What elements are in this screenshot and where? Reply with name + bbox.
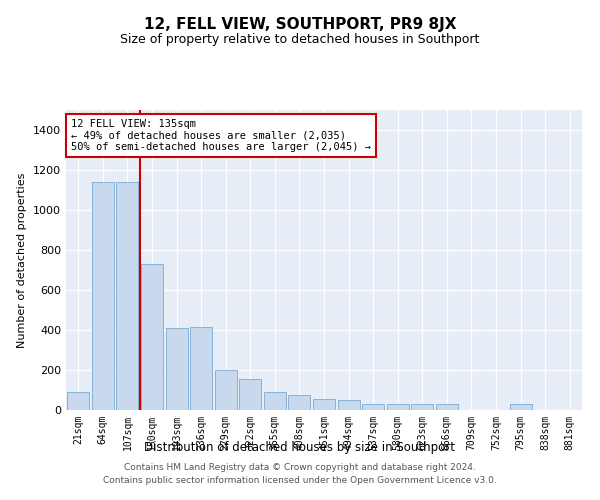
Text: Distribution of detached houses by size in Southport: Distribution of detached houses by size … — [145, 441, 455, 454]
Bar — [92, 182, 114, 410]
Text: 12 FELL VIEW: 135sqm
← 49% of detached houses are smaller (2,035)
50% of semi-de: 12 FELL VIEW: 135sqm ← 49% of detached h… — [71, 119, 371, 152]
Bar — [289, 395, 310, 410]
Bar — [190, 327, 212, 410]
Bar — [166, 328, 188, 410]
Text: Contains HM Land Registry data © Crown copyright and database right 2024.
Contai: Contains HM Land Registry data © Crown c… — [103, 464, 497, 485]
Text: 12, FELL VIEW, SOUTHPORT, PR9 8JX: 12, FELL VIEW, SOUTHPORT, PR9 8JX — [144, 18, 456, 32]
Bar — [239, 379, 262, 410]
Bar — [141, 264, 163, 410]
Bar — [338, 400, 359, 410]
Bar — [264, 392, 286, 410]
Bar — [313, 399, 335, 410]
Bar — [215, 370, 237, 410]
Bar — [436, 404, 458, 410]
Bar — [386, 404, 409, 410]
Bar — [362, 404, 384, 410]
Y-axis label: Number of detached properties: Number of detached properties — [17, 172, 28, 348]
Bar — [509, 404, 532, 410]
Bar — [67, 392, 89, 410]
Bar — [411, 404, 433, 410]
Bar — [116, 182, 139, 410]
Text: Size of property relative to detached houses in Southport: Size of property relative to detached ho… — [121, 32, 479, 46]
